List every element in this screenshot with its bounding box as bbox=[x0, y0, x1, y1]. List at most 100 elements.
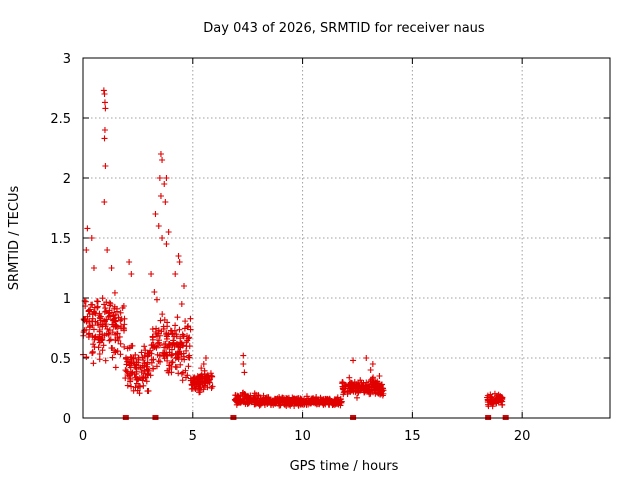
data-point bbox=[234, 392, 241, 399]
data-point bbox=[207, 370, 214, 377]
data-point bbox=[83, 247, 90, 253]
data-point bbox=[89, 332, 96, 339]
data-point bbox=[82, 298, 89, 305]
data-point bbox=[352, 381, 359, 388]
data-point bbox=[237, 398, 244, 405]
data-point bbox=[101, 135, 108, 142]
data-point bbox=[99, 347, 106, 354]
data-point bbox=[156, 175, 163, 181]
data-point bbox=[363, 379, 370, 386]
data-point bbox=[143, 363, 150, 370]
data-point bbox=[83, 354, 90, 361]
data-point bbox=[183, 339, 190, 346]
data-point bbox=[128, 342, 135, 349]
data-point bbox=[131, 362, 138, 369]
data-point bbox=[95, 336, 102, 343]
data-point bbox=[159, 235, 166, 241]
axis-ticks: 0 5 10 15 20 0 0.5 1 1.5 2 2.5 3 bbox=[50, 52, 610, 444]
data-point bbox=[107, 313, 114, 320]
plot-frame bbox=[82, 57, 611, 419]
data-point bbox=[123, 361, 130, 368]
data-point bbox=[85, 318, 92, 325]
data-point bbox=[128, 383, 135, 390]
y-axis-label: SRMTID / TECUs bbox=[7, 186, 22, 291]
data-point bbox=[173, 364, 180, 371]
data-point bbox=[145, 352, 152, 359]
data-point bbox=[161, 181, 168, 187]
data-point bbox=[144, 353, 151, 360]
y-tick-label: 1.5 bbox=[50, 232, 71, 247]
data-point bbox=[129, 369, 136, 376]
data-point bbox=[175, 370, 182, 377]
data-point bbox=[339, 379, 346, 386]
data-point bbox=[315, 398, 322, 405]
data-point bbox=[240, 352, 247, 359]
data-point bbox=[202, 355, 209, 361]
data-point bbox=[180, 350, 187, 357]
data-point bbox=[96, 356, 103, 363]
data-point bbox=[174, 314, 181, 321]
data-point bbox=[485, 397, 492, 404]
data-point bbox=[165, 229, 172, 235]
data-point bbox=[257, 395, 264, 402]
data-point bbox=[126, 362, 133, 369]
data-point bbox=[106, 302, 113, 309]
data-point bbox=[195, 380, 202, 387]
data-point bbox=[112, 364, 119, 371]
y-tick-label: 1 bbox=[63, 292, 71, 307]
chart-title: Day 043 of 2026, SRMTID for receiver nau… bbox=[203, 21, 485, 36]
data-point bbox=[100, 342, 107, 349]
data-point bbox=[296, 400, 303, 407]
data-point bbox=[136, 390, 143, 397]
data-point bbox=[154, 351, 161, 358]
data-point bbox=[157, 317, 164, 324]
x-tick-label: 0 bbox=[79, 429, 87, 444]
data-point bbox=[84, 225, 91, 232]
data-point bbox=[104, 247, 111, 253]
data-point bbox=[181, 325, 188, 332]
data-point bbox=[186, 334, 193, 341]
data-point bbox=[179, 342, 186, 349]
data-point bbox=[99, 295, 106, 302]
data-point bbox=[152, 329, 159, 336]
data-point bbox=[102, 105, 109, 112]
data-point bbox=[178, 301, 185, 307]
data-point bbox=[96, 310, 103, 317]
data-point bbox=[205, 373, 212, 380]
data-point bbox=[96, 328, 103, 335]
data-point bbox=[200, 386, 207, 393]
data-point bbox=[240, 399, 247, 406]
data-point bbox=[164, 343, 171, 350]
data-point bbox=[250, 395, 257, 402]
data-point bbox=[300, 398, 307, 405]
data-point bbox=[170, 337, 177, 344]
y-tick-label: 2.5 bbox=[50, 112, 71, 127]
data-point bbox=[94, 298, 101, 305]
data-point bbox=[138, 349, 145, 356]
data-point bbox=[499, 395, 506, 402]
data-point bbox=[172, 355, 179, 362]
data-point bbox=[139, 375, 146, 382]
data-point bbox=[187, 326, 194, 333]
data-point bbox=[97, 321, 104, 328]
data-point bbox=[166, 362, 173, 369]
data-point bbox=[94, 303, 101, 310]
data-point bbox=[165, 342, 172, 349]
data-point bbox=[96, 350, 103, 357]
data-point bbox=[117, 325, 124, 332]
x-tick-label: 15 bbox=[404, 429, 421, 444]
data-point bbox=[201, 370, 208, 377]
data-point bbox=[186, 354, 193, 361]
data-point bbox=[363, 355, 370, 361]
data-point bbox=[168, 369, 175, 376]
data-point bbox=[177, 335, 184, 342]
data-point bbox=[290, 395, 297, 402]
data-point bbox=[181, 356, 188, 363]
data-point bbox=[141, 360, 148, 367]
data-point bbox=[163, 241, 170, 247]
data-point bbox=[164, 367, 171, 374]
data-point bbox=[177, 361, 184, 368]
data-point bbox=[373, 379, 380, 386]
data-point bbox=[157, 193, 164, 199]
data-point bbox=[175, 343, 182, 350]
